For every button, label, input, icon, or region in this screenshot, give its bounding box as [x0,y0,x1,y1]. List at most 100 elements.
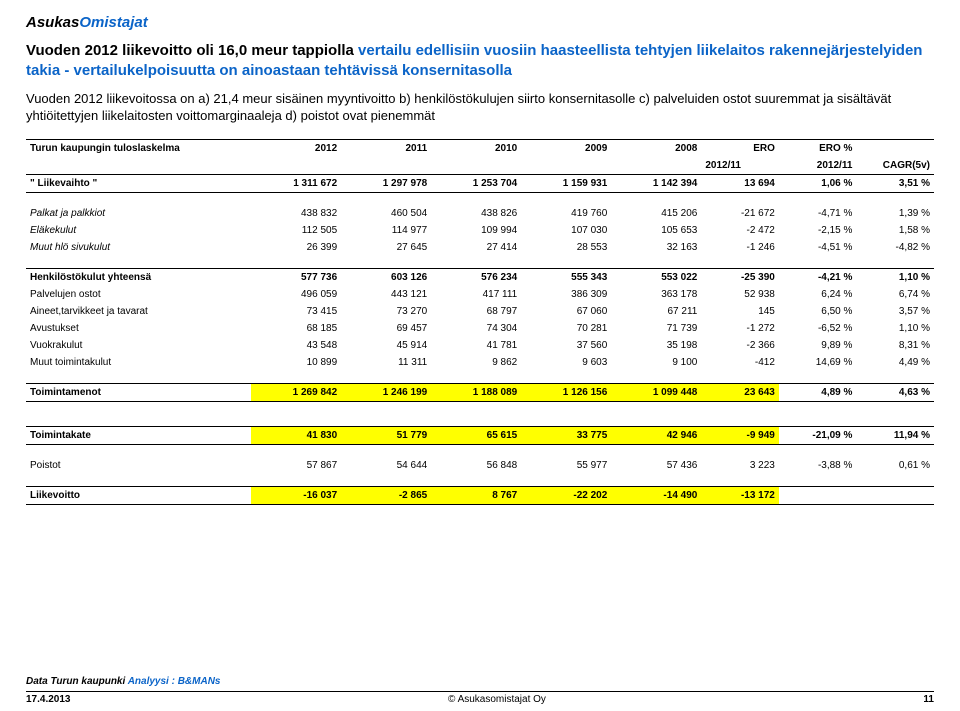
row-value [779,486,857,504]
row-label: Henkilöstökulut yhteensä [26,268,251,286]
row-value: 576 234 [431,268,521,286]
row-value: 9 603 [521,354,611,371]
row-value: -16 037 [251,486,341,504]
page-headline: Vuoden 2012 liikevoitto oli 16,0 meur ta… [26,41,934,82]
row-value: 1 269 842 [251,383,341,401]
row-value: 65 615 [431,426,521,444]
row-value: -2 366 [701,337,779,354]
header-ero-sub: 2012/11 [701,157,779,175]
row-value: -4,21 % [779,268,857,286]
header-ero-pct: ERO % [779,139,857,157]
row-value [856,486,934,504]
income-statement-table: Turun kaupungin tuloslaskelma 2012 2011 … [26,139,934,517]
row-value: 43 548 [251,337,341,354]
row-value: 1 297 978 [341,174,431,192]
footer-source: Data Turun kaupunki Analyysi : B&MANs [26,676,934,687]
table-row: Muut toimintakulut10 89911 3119 8629 603… [26,354,934,371]
row-value: 68 797 [431,303,521,320]
row-value: 107 030 [521,222,611,239]
row-value: 1,06 % [779,174,857,192]
row-value: 417 111 [431,286,521,303]
footer-bar: 17.4.2013 © Asukasomistajat Oy 11 [26,691,934,705]
row-label: Palvelujen ostot [26,286,251,303]
header-year: 2011 [341,139,431,174]
row-value: 1 126 156 [521,383,611,401]
header-year: 2009 [521,139,611,174]
row-value: 70 281 [521,320,611,337]
headline-plain: Vuoden 2012 liikevoitto oli 16,0 meur ta… [26,42,358,59]
row-value: 603 126 [341,268,431,286]
row-label: Poistot [26,457,251,474]
header-year: 2008 [611,139,701,174]
row-value: 55 977 [521,457,611,474]
row-value: 3,51 % [856,174,934,192]
row-value: 553 022 [611,268,701,286]
footer-org: © Asukasomistajat Oy [71,694,924,705]
row-value: 27 645 [341,239,431,256]
row-value: 1 159 931 [521,174,611,192]
table-row: Aineet,tarvikkeet ja tavarat73 41573 270… [26,303,934,320]
row-value: 6,24 % [779,286,857,303]
row-label: Toimintakate [26,426,251,444]
header-cagr: CAGR(5v) [856,157,934,175]
row-value: 1 099 448 [611,383,701,401]
row-label: Liikevoitto [26,486,251,504]
table-row: Palvelujen ostot496 059443 121417 111386… [26,286,934,303]
row-label: Vuokrakulut [26,337,251,354]
row-value: 438 826 [431,205,521,222]
row-value: 1,10 % [856,320,934,337]
row-value: 9,89 % [779,337,857,354]
table-row: Toimintamenot1 269 8421 246 1991 188 089… [26,383,934,401]
row-value: 69 457 [341,320,431,337]
row-value: -1 272 [701,320,779,337]
footer-source-plain: Data Turun kaupunki [26,676,128,687]
row-value: 9 862 [431,354,521,371]
row-value: 11,94 % [856,426,934,444]
table-row: Muut hlö sivukulut26 39927 64527 41428 5… [26,239,934,256]
footer-page-number: 11 [923,694,934,705]
row-value: -4,51 % [779,239,857,256]
row-value: -13 172 [701,486,779,504]
row-value: 67 060 [521,303,611,320]
row-value: 1 311 672 [251,174,341,192]
table-row: Vuokrakulut43 54845 91441 78137 56035 19… [26,337,934,354]
row-label: Aineet,tarvikkeet ja tavarat [26,303,251,320]
page-subtext: Vuoden 2012 liikevoitossa on a) 21,4 meu… [26,90,934,125]
row-value: 114 977 [341,222,431,239]
row-value: 23 643 [701,383,779,401]
row-value: 443 121 [341,286,431,303]
row-label: Avustukset [26,320,251,337]
row-value: -6,52 % [779,320,857,337]
row-label: Toimintamenot [26,383,251,401]
row-label: Palkat ja palkkiot [26,205,251,222]
table-row: Liikevoitto-16 037-2 8658 767-22 202-14 … [26,486,934,504]
row-value: 3,57 % [856,303,934,320]
row-value: -4,82 % [856,239,934,256]
row-value: 32 163 [611,239,701,256]
table-row: Toimintakate41 83051 77965 61533 77542 9… [26,426,934,444]
row-value: 0,61 % [856,457,934,474]
header-ero-pct-sub: 2012/11 [779,157,857,175]
row-value: 8 767 [431,486,521,504]
header-cagr-blank [856,139,934,157]
row-value: -22 202 [521,486,611,504]
row-value: -2,15 % [779,222,857,239]
header-year: 2010 [431,139,521,174]
row-value: 1,39 % [856,205,934,222]
row-value: 51 779 [341,426,431,444]
row-value: -1 246 [701,239,779,256]
row-label: Eläkekulut [26,222,251,239]
row-value: 363 178 [611,286,701,303]
header-ero: ERO [701,139,779,157]
brand-part1: Asukas [26,14,79,31]
row-value: 1 142 394 [611,174,701,192]
row-value: 1,10 % [856,268,934,286]
row-value: 1 188 089 [431,383,521,401]
row-value: 112 505 [251,222,341,239]
row-value: 27 414 [431,239,521,256]
row-value: 415 206 [611,205,701,222]
row-value: 68 185 [251,320,341,337]
row-label: Muut toimintakulut [26,354,251,371]
row-value: -2 865 [341,486,431,504]
row-value: 52 938 [701,286,779,303]
